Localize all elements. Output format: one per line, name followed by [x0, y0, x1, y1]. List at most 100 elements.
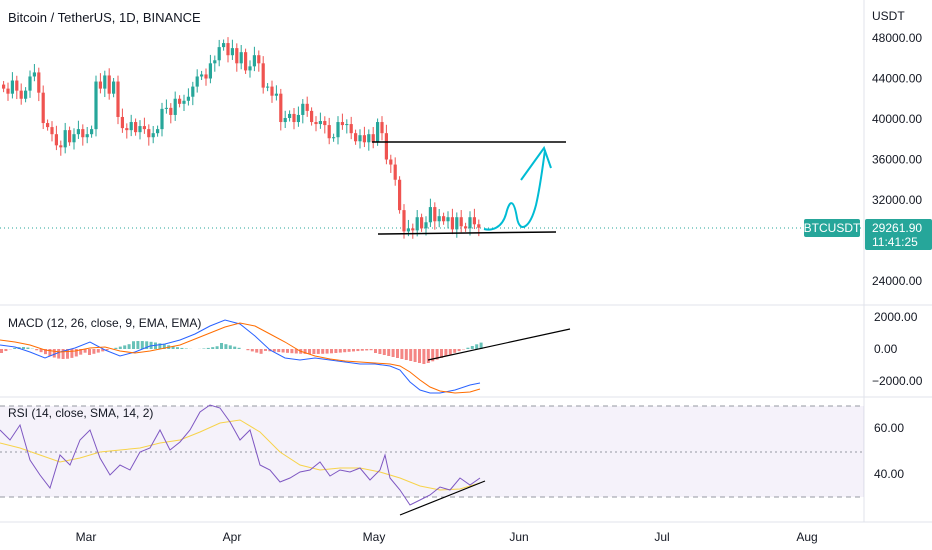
candle-body [98, 81, 102, 89]
candle-body [389, 159, 393, 165]
macd-line [0, 319, 481, 394]
candle-body [81, 129, 85, 138]
macd-histogram-bar [352, 349, 355, 352]
candle-body [142, 126, 146, 130]
time-label-aug: Aug [796, 530, 817, 544]
candle-body [398, 179, 402, 211]
candle-body [10, 80, 14, 94]
macd-histogram-bar [39, 349, 43, 353]
macd-histogram-bar [233, 346, 237, 349]
macd-histogram-bar [211, 347, 215, 349]
macd-histogram-bar [158, 343, 162, 349]
macd-histogram-bar [176, 347, 179, 349]
macd-histogram-bar [246, 349, 250, 351]
candle-body [160, 108, 164, 130]
support-line [377, 231, 557, 235]
macd-histogram-bar [237, 347, 241, 349]
candle-body [288, 113, 292, 118]
candle-body [6, 88, 10, 94]
macd-histogram-bar [101, 349, 105, 352]
macd-histogram-bar [413, 349, 417, 362]
candle-body [450, 217, 454, 230]
macd-histogram-bar [360, 349, 364, 351]
macd-histogram-bar [61, 349, 65, 359]
candle-body [164, 107, 168, 109]
candle-body [420, 217, 424, 229]
candle-body [433, 207, 437, 222]
candle-body [217, 47, 221, 61]
candle-body [446, 217, 450, 222]
candle-body [32, 72, 36, 77]
candle-body [94, 81, 98, 130]
currency-label: USDT [872, 9, 905, 23]
macd-histogram-bar [224, 344, 228, 349]
rsi-legend: RSI (14, close, SMA, 14, 2) [8, 406, 153, 420]
candle-body [169, 107, 173, 115]
macd-histogram-bar [369, 349, 373, 351]
candle-body [336, 122, 340, 138]
candle-body [354, 133, 358, 142]
candle-body [2, 84, 6, 89]
macd-histogram-bar [440, 349, 443, 358]
candle-body [54, 134, 58, 146]
macd-histogram-bar [96, 349, 100, 353]
macd-axis-label-0: 2000.00 [874, 310, 918, 324]
candle-body [274, 93, 278, 96]
price-axis-label: 48000.00 [872, 31, 922, 45]
macd-histogram-bar [136, 341, 140, 349]
candle-body [380, 122, 384, 134]
macd-histogram-bar [272, 349, 276, 352]
macd-histogram-bar [48, 349, 52, 357]
candle-body [156, 129, 160, 134]
macd-trendline [427, 328, 571, 361]
rsi-ma-line [0, 419, 481, 491]
macd-histogram-bar [338, 349, 342, 353]
macd-histogram-bar [400, 349, 404, 359]
price-axis-label: 36000.00 [872, 153, 922, 167]
candle-body [472, 217, 476, 225]
candle-body [178, 98, 182, 104]
macd-histogram-bar [70, 349, 74, 358]
macd-histogram-bar [382, 349, 386, 355]
time-label-jul: Jul [654, 530, 669, 544]
macd-histogram-bar [418, 349, 421, 363]
symbol-tag: BTCUSDT [804, 221, 861, 235]
candle-body [442, 216, 446, 222]
candle-body [371, 134, 375, 143]
candle-body [120, 116, 124, 129]
macd-histogram-bar [132, 341, 135, 349]
candle-body [266, 86, 270, 88]
macd-histogram-bar [140, 341, 144, 349]
macd-histogram-bar [118, 346, 122, 349]
macd-histogram-bar [396, 349, 399, 358]
macd-axis-label-1: 0.00 [874, 342, 898, 356]
macd-histogram-bar [123, 345, 127, 349]
candle-body [72, 134, 76, 143]
candle-body [68, 130, 72, 143]
macd-histogram-bar [286, 349, 289, 353]
candle-body [318, 121, 322, 125]
macd-histogram-bar [431, 349, 435, 362]
macd-histogram-bar [374, 349, 377, 353]
candle-body [464, 226, 468, 229]
price-axis-label: 44000.00 [872, 72, 922, 86]
candle-body [455, 217, 459, 230]
candle-body [112, 81, 116, 94]
candle-body [393, 164, 397, 180]
macd-histogram-bar [114, 347, 118, 349]
candle-body [270, 86, 274, 96]
candle-body [76, 129, 80, 135]
candle-body [90, 129, 94, 135]
macd-histogram-bar [180, 347, 184, 349]
rsi-line [0, 404, 481, 506]
macd-histogram-bar [479, 342, 483, 349]
candle-body [85, 134, 89, 138]
candle-body [345, 124, 349, 126]
candle-body [138, 126, 142, 133]
candle-body [125, 128, 129, 131]
candle-body [301, 103, 305, 115]
candle-body [279, 93, 283, 123]
macd-histogram-bar [26, 347, 30, 349]
macd-histogram-bar [35, 349, 39, 351]
macd-histogram-bar [83, 349, 87, 353]
